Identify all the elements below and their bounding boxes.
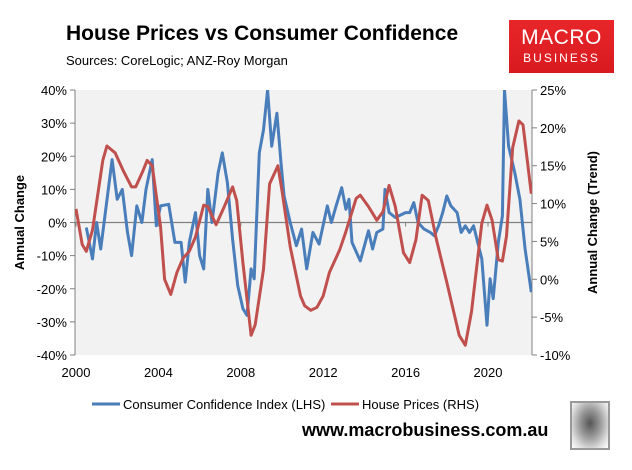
x-tick-label: 2016 [391,365,420,380]
right-tick-label: 20% [540,121,566,136]
right-tick-label: 10% [540,197,566,212]
logo-line2: BUSINESS [523,51,600,65]
right-tick-label: 0% [540,272,559,287]
left-tick-label: 20% [41,149,67,164]
left-tick-label: -30% [37,315,68,330]
macrobusiness-logo: MACRO BUSINESS [509,20,614,73]
left-tick-label: 40% [41,83,67,98]
legend-label: House Prices (RHS) [362,397,479,412]
right-tick-label: -10% [540,348,571,363]
y2-axis-label: Annual Change (Trend) [585,151,600,294]
left-tick-label: -20% [37,282,68,297]
legend-label: Consumer Confidence Index (LHS) [123,397,325,412]
y-axis-label: Annual Change [12,175,27,270]
x-tick-label: 2004 [144,365,173,380]
logo-line1: MACRO [521,26,602,49]
house-prices-line [75,119,532,347]
left-tick-label: -40% [37,348,68,363]
consumer-confidence-line [84,90,532,327]
x-tick-label: 2008 [226,365,255,380]
right-tick-label: 25% [540,83,566,98]
right-tick-label: 15% [540,159,566,174]
website-url: www.macrobusiness.com.au [302,420,549,440]
series-group [75,90,532,347]
left-tick-label: 0% [48,216,67,231]
chart-title: House Prices vs Consumer Confidence [66,22,459,45]
left-tick-label: 10% [41,182,67,197]
chart-subtitle: Sources: CoreLogic; ANZ-Roy Morgan [66,53,288,68]
x-tick-label: 2000 [62,365,91,380]
left-tick-label: -10% [37,249,68,264]
x-tick-label: 2012 [309,365,338,380]
right-tick-label: -5% [540,310,564,325]
fox-logo-image [570,401,610,450]
x-tick-label: 2020 [474,365,503,380]
right-tick-label: 5% [540,234,559,249]
left-tick-label: 30% [41,116,67,131]
